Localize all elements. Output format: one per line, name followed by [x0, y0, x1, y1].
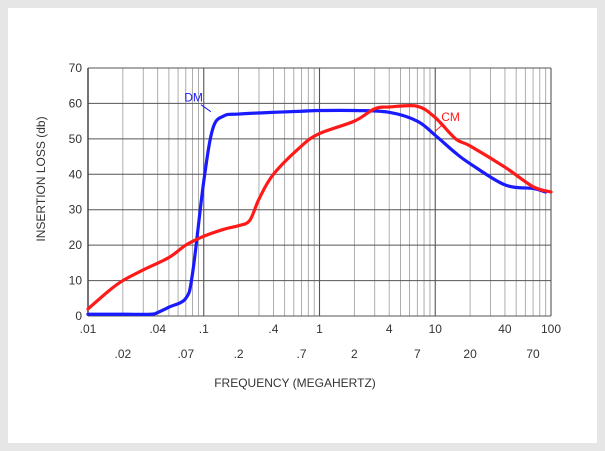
x-tick-labels: .01 .04 .1 .4 1 4 10 40 100 .02 .07 .2 .7 2 7 20 70 [80, 322, 562, 361]
x-axis-title: FREQUENCY (MEGAHERTZ) [214, 376, 376, 390]
x-tick-label: 100 [541, 322, 561, 336]
series-label-leader [200, 104, 212, 113]
y-tick-label: 70 [69, 61, 83, 75]
x-tick-label: 10 [429, 322, 443, 336]
x-tick-label: .01 [80, 322, 97, 336]
x-tick-label: .1 [199, 322, 209, 336]
series-line-dm [86, 108, 548, 316]
y-axis-title: INSERTION LOSS (db) [34, 116, 48, 241]
y-tick-label: 50 [69, 132, 83, 146]
y-tick-label: 0 [75, 309, 82, 323]
x-tick-label: 1 [316, 322, 323, 336]
y-tick-label: 10 [69, 274, 83, 288]
y-tick-label: 20 [69, 238, 83, 252]
series-labels: DM CM [184, 91, 460, 132]
x-tick-label: .4 [268, 322, 278, 336]
y-tick-label: 40 [69, 167, 83, 181]
x-tick-label: .07 [177, 347, 194, 361]
series-label-leader [434, 123, 444, 132]
x-tick-label: 7 [414, 347, 421, 361]
series-label-cm: CM [441, 110, 460, 124]
series-lines [86, 103, 553, 316]
x-tick-label: .02 [115, 347, 132, 361]
x-tick-label: 2 [351, 347, 358, 361]
series-line-cm [86, 103, 553, 311]
x-tick-label: .2 [234, 347, 244, 361]
chart-card: 0 10 20 30 40 50 60 70 .01.04.1.4 1 4 10 40 100.02.0… [8, 8, 597, 443]
grid-minor [122, 68, 547, 316]
x-tick-label: 70 [526, 347, 540, 361]
x-tick-label: 20 [463, 347, 477, 361]
series-label-dm: DM [184, 91, 203, 105]
x-tick-label: .04 [149, 322, 166, 336]
y-tick-labels: 0 10 20 30 40 50 60 70 [69, 61, 83, 323]
x-tick-label: 4 [386, 322, 393, 336]
y-tick-label: 30 [69, 203, 83, 217]
y-tick-label: 60 [69, 96, 83, 110]
x-tick-label: 40 [498, 322, 512, 336]
x-tick-label: .7 [297, 347, 307, 361]
